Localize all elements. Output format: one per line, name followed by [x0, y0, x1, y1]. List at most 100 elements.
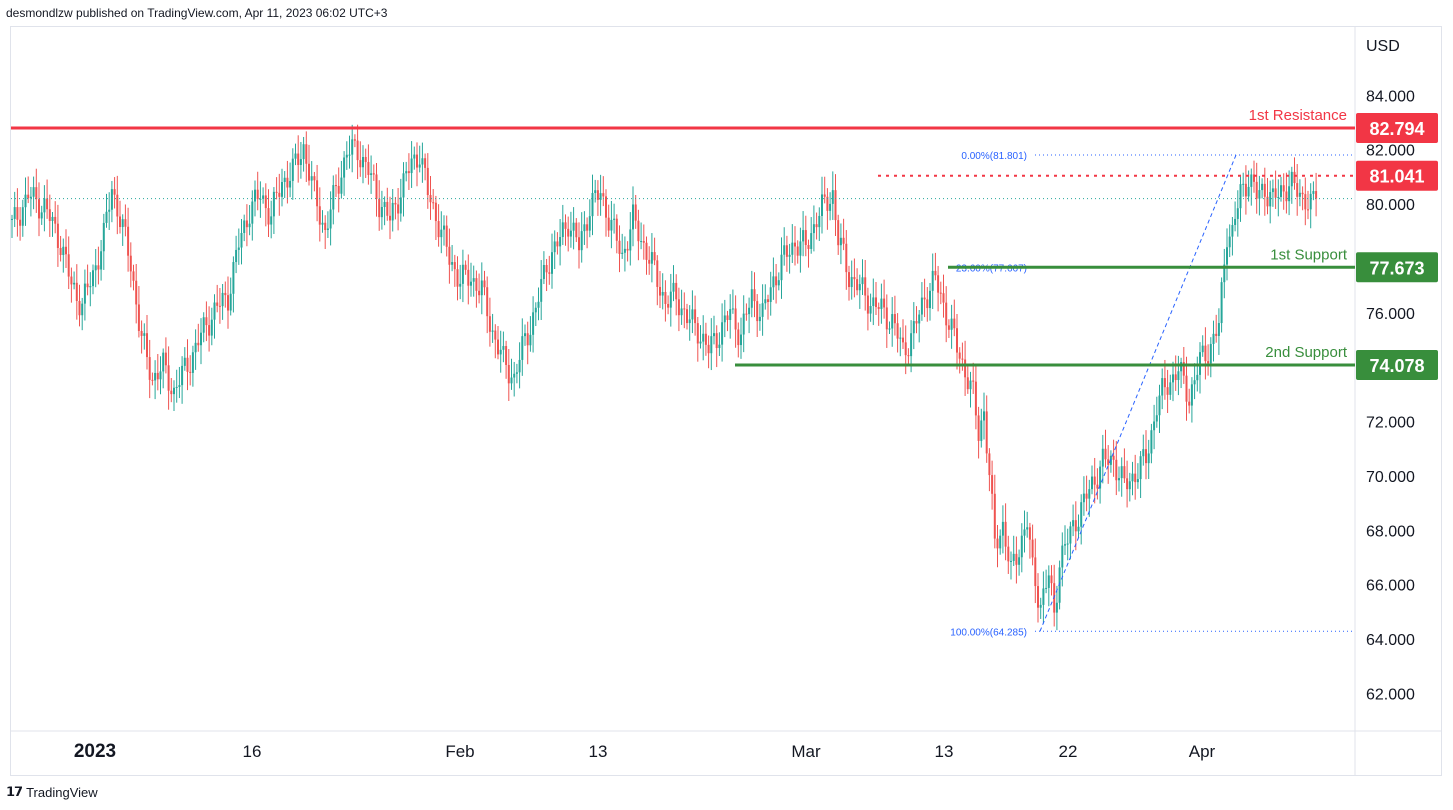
candle-body [1050, 575, 1053, 584]
candle-body [434, 202, 437, 222]
candle-body [1209, 343, 1212, 364]
candle-body [920, 297, 923, 315]
candle-body [1255, 181, 1258, 199]
candle-body [213, 302, 216, 320]
candle-body [934, 270, 937, 276]
candle-body [119, 216, 121, 228]
candle-body [869, 306, 872, 314]
candle-body [386, 201, 389, 216]
y-tick-label: 82.000 [1366, 143, 1415, 160]
candle-body [499, 349, 502, 355]
candle-body [1282, 185, 1285, 192]
candle-body [264, 195, 267, 209]
candle-body [1277, 196, 1280, 198]
candle-body [183, 357, 186, 366]
candle-body [1201, 345, 1204, 353]
y-tick-label: 72.000 [1366, 415, 1415, 432]
candle-body [723, 315, 726, 323]
candle-body [950, 318, 953, 330]
candle-body [32, 187, 35, 197]
level-overlays: 0.00%(81.801) 23.60%(77.667) 100.00%(64.28… [11, 107, 1355, 638]
candle-body [167, 365, 170, 391]
candle-body [124, 219, 127, 227]
candle-body [362, 156, 364, 168]
candle-body [1217, 323, 1220, 336]
candle-body [456, 269, 459, 287]
candle-body [191, 352, 194, 373]
candle-body [289, 180, 292, 188]
candle-body [200, 332, 202, 346]
candle-body [634, 204, 637, 221]
candle-body [534, 307, 537, 313]
candle-body [883, 298, 886, 308]
candle-body [615, 218, 618, 241]
candle-body [1001, 521, 1004, 536]
candle-body [1274, 188, 1277, 198]
price-level-badge [1356, 113, 1438, 144]
candle-body [1145, 449, 1147, 464]
candle-body [937, 275, 940, 293]
candle-body [143, 333, 146, 336]
candle-body [1231, 225, 1234, 237]
candle-body [750, 289, 753, 308]
candle-body [248, 223, 251, 228]
fib-level-label: 23.60%(77.667) [956, 263, 1027, 274]
candle-body [858, 284, 861, 291]
candle-body [332, 185, 335, 210]
candle-body [726, 315, 729, 320]
candle-body [775, 276, 778, 286]
candle-body [866, 295, 869, 314]
candle-body [1045, 587, 1048, 589]
price-level-badge [1356, 160, 1438, 191]
candle-body [945, 302, 948, 326]
candle-body [343, 157, 346, 178]
candle-body [923, 297, 926, 300]
candle-body [1177, 371, 1180, 381]
candle-body [1298, 192, 1301, 197]
candle-body [1123, 466, 1126, 479]
candle-body [116, 194, 119, 217]
candle-body [1307, 209, 1309, 211]
candle-body [189, 371, 192, 373]
candle-body [102, 222, 105, 252]
x-tick-label: 13 [589, 742, 608, 761]
candle-body [648, 259, 651, 264]
candle-body [345, 154, 348, 158]
candle-body [89, 286, 92, 288]
candle-body [729, 309, 732, 320]
candle-body [1220, 282, 1223, 324]
candle-body [205, 317, 208, 326]
candle-body [480, 280, 483, 296]
candle-body [245, 220, 248, 228]
candle-body [545, 264, 548, 273]
candle-body [1126, 478, 1129, 490]
price-axis: USD84.00082.00080.00078.00076.00074.0007… [1356, 38, 1438, 703]
candle-body [1131, 473, 1134, 482]
candle-body [294, 153, 297, 159]
candle-body [100, 251, 103, 270]
candle-body [745, 313, 748, 315]
candle-body [229, 293, 232, 311]
candle-body [232, 262, 235, 294]
candle-body [505, 346, 508, 365]
price-level-label: 1st Support [1270, 246, 1348, 263]
candle-body [70, 276, 73, 285]
candle-body [974, 381, 977, 416]
footer-brand[interactable]: 𝟭𝟳 TradingView [6, 784, 98, 800]
candle-body [521, 336, 524, 360]
candle-body [278, 192, 281, 197]
candle-body [586, 224, 589, 231]
candle-body [24, 194, 27, 208]
candle-body [243, 220, 246, 233]
candle-body [164, 352, 167, 366]
candle-body [524, 333, 526, 337]
candle-body [1007, 546, 1010, 562]
candle-body [472, 278, 475, 282]
candle-body [513, 373, 516, 378]
candle-body [823, 194, 826, 197]
y-tick-label: 66.000 [1366, 578, 1415, 595]
candle-body [1258, 190, 1261, 199]
candle-body [1042, 588, 1045, 605]
candle-body [1058, 567, 1061, 603]
